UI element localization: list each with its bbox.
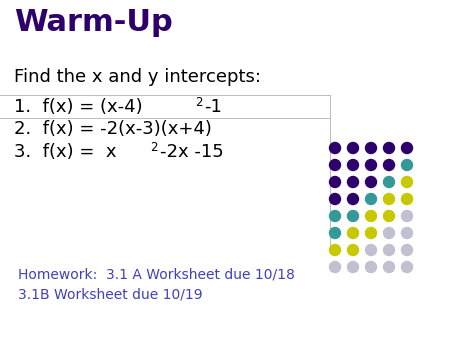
Text: -1: -1 xyxy=(204,98,222,116)
Circle shape xyxy=(329,160,341,170)
Circle shape xyxy=(329,143,341,153)
Circle shape xyxy=(401,143,413,153)
Text: Warm-Up: Warm-Up xyxy=(14,8,173,37)
Circle shape xyxy=(383,211,395,221)
Text: 2: 2 xyxy=(150,141,157,154)
Circle shape xyxy=(401,227,413,239)
Circle shape xyxy=(329,193,341,204)
Circle shape xyxy=(383,143,395,153)
Circle shape xyxy=(347,160,359,170)
Circle shape xyxy=(401,193,413,204)
Circle shape xyxy=(365,244,377,256)
Circle shape xyxy=(329,244,341,256)
Circle shape xyxy=(329,211,341,221)
Text: 1.  f(x) = (x-4): 1. f(x) = (x-4) xyxy=(14,98,143,116)
Circle shape xyxy=(329,262,341,272)
Circle shape xyxy=(383,176,395,188)
Circle shape xyxy=(383,262,395,272)
Circle shape xyxy=(401,211,413,221)
Circle shape xyxy=(401,244,413,256)
Circle shape xyxy=(365,143,377,153)
Circle shape xyxy=(365,262,377,272)
Circle shape xyxy=(365,193,377,204)
Circle shape xyxy=(347,262,359,272)
Circle shape xyxy=(401,176,413,188)
Circle shape xyxy=(383,244,395,256)
Text: 3.1B Worksheet due 10/19: 3.1B Worksheet due 10/19 xyxy=(18,288,202,302)
Circle shape xyxy=(347,176,359,188)
Circle shape xyxy=(347,193,359,204)
Circle shape xyxy=(329,176,341,188)
Text: 2.  f(x) = -2(x-3)(x+4): 2. f(x) = -2(x-3)(x+4) xyxy=(14,120,212,138)
Text: -2x -15: -2x -15 xyxy=(160,143,224,161)
Text: Find the x and y intercepts:: Find the x and y intercepts: xyxy=(14,68,261,86)
Circle shape xyxy=(347,211,359,221)
Circle shape xyxy=(383,160,395,170)
Text: 3.  f(x) =  x: 3. f(x) = x xyxy=(14,143,117,161)
Circle shape xyxy=(383,227,395,239)
Circle shape xyxy=(401,160,413,170)
Circle shape xyxy=(347,227,359,239)
Text: Homework:  3.1 A Worksheet due 10/18: Homework: 3.1 A Worksheet due 10/18 xyxy=(18,268,295,282)
Circle shape xyxy=(365,176,377,188)
Circle shape xyxy=(401,262,413,272)
Circle shape xyxy=(365,211,377,221)
Circle shape xyxy=(365,227,377,239)
Circle shape xyxy=(365,160,377,170)
Circle shape xyxy=(347,244,359,256)
Circle shape xyxy=(329,227,341,239)
Circle shape xyxy=(347,143,359,153)
Circle shape xyxy=(383,193,395,204)
Text: 2: 2 xyxy=(195,96,202,109)
